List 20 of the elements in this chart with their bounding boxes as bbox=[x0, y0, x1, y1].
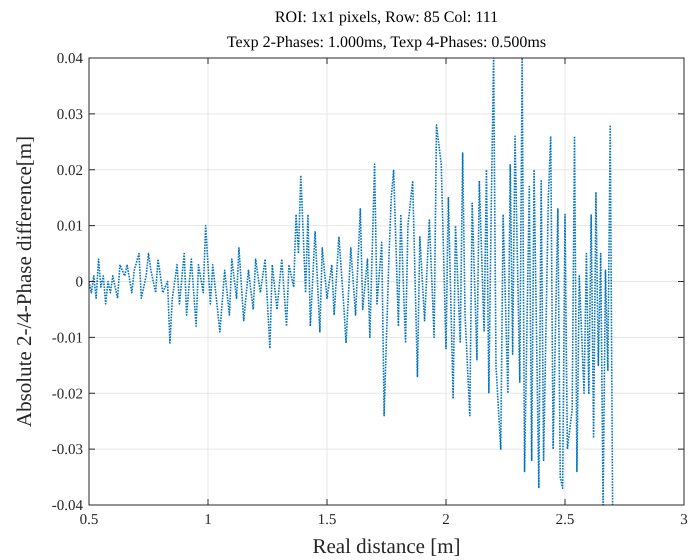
y-tick-label: -0.01 bbox=[52, 330, 83, 346]
x-axis-title: Real distance [m] bbox=[312, 534, 461, 558]
y-tick-label: 0.02 bbox=[56, 162, 83, 179]
y-tick-label: 0 bbox=[76, 274, 83, 290]
y-tick-label: 0.04 bbox=[56, 51, 84, 67]
x-tick-label: 2.5 bbox=[556, 512, 574, 528]
x-tick-label: 3 bbox=[680, 512, 688, 528]
x-tick-label: 0.5 bbox=[80, 512, 98, 528]
x-tick-label: 1.5 bbox=[318, 512, 336, 528]
y-axis-title: Absolute 2-/4-Phase difference[m] bbox=[12, 136, 36, 428]
y-tick-label: -0.04 bbox=[52, 498, 84, 514]
chart-subtitle: Texp 2-Phases: 1.000ms, Texp 4-Phases: 0.500ms bbox=[226, 34, 546, 51]
y-tick-label: -0.03 bbox=[52, 442, 83, 458]
y-tick-label: 0.03 bbox=[56, 106, 83, 123]
y-tick-label: 0.01 bbox=[56, 218, 83, 235]
chart-title: ROI: 1x1 pixels, Row: 85 Col: 111 bbox=[274, 9, 498, 26]
x-tick-label: 1 bbox=[204, 512, 212, 528]
x-tick-label: 2 bbox=[442, 512, 450, 528]
line-series bbox=[89, 57, 614, 506]
y-tick-label: -0.02 bbox=[52, 386, 83, 402]
